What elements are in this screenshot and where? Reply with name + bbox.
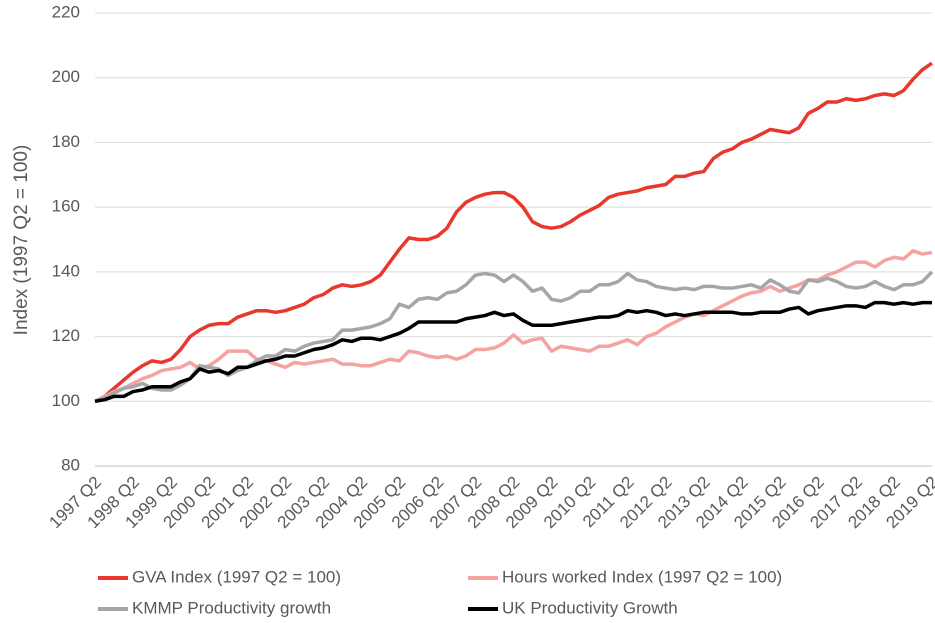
y-tick-label: 220 <box>52 2 80 21</box>
series-line <box>94 300 932 404</box>
y-tick-label: 180 <box>52 132 80 151</box>
y-tick-label: 140 <box>52 261 80 280</box>
y-tick-label: 100 <box>52 391 80 410</box>
series-line <box>94 249 933 403</box>
series-line <box>94 270 934 403</box>
y-tick-label: 120 <box>52 326 80 345</box>
series-line <box>94 61 933 403</box>
legend-label: KMMP Productivity growth <box>132 598 331 617</box>
legend-label: UK Productivity Growth <box>502 598 678 617</box>
y-axis-title: Index (1997 Q2 = 100) <box>11 145 32 336</box>
y-tick-label: 80 <box>61 455 80 474</box>
y-tick-label: 200 <box>52 67 80 86</box>
legend-label: Hours worked Index (1997 Q2 = 100) <box>502 567 782 586</box>
y-tick-label: 160 <box>52 197 80 216</box>
legend-label: GVA Index (1997 Q2 = 100) <box>132 567 341 586</box>
